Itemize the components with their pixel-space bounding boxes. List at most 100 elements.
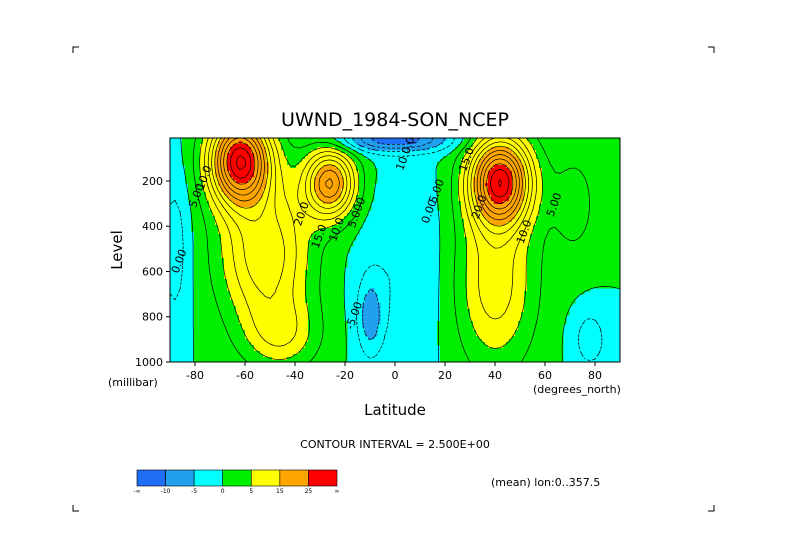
field-cell — [467, 237, 471, 241]
field-cell — [569, 186, 573, 190]
field-cell — [296, 141, 300, 145]
field-cell — [548, 186, 552, 190]
field-cell — [311, 162, 315, 166]
field-cell — [593, 252, 597, 256]
field-cell — [314, 240, 318, 244]
field-cell — [299, 222, 303, 226]
field-cell — [557, 219, 561, 223]
field-cell — [284, 198, 288, 202]
field-cell — [533, 195, 537, 199]
field-cell — [314, 162, 318, 166]
field-cell — [215, 183, 219, 187]
field-cell — [299, 174, 303, 178]
field-cell — [263, 171, 267, 175]
field-cell — [386, 138, 390, 142]
field-cell — [497, 234, 501, 238]
field-cell — [245, 186, 249, 190]
field-cell — [563, 141, 567, 145]
field-cell — [269, 258, 273, 262]
field-cell — [470, 246, 474, 250]
field-cell — [605, 219, 609, 223]
field-cell — [356, 177, 360, 181]
field-cell — [614, 243, 618, 247]
field-cell — [215, 228, 219, 232]
field-cell — [317, 165, 321, 169]
field-cell — [323, 171, 327, 175]
field-cell — [206, 174, 210, 178]
field-cell — [608, 252, 612, 256]
field-cell — [587, 225, 591, 229]
field-cell — [185, 168, 189, 172]
field-cell — [206, 213, 210, 217]
field-cell — [575, 240, 579, 244]
field-cell — [236, 207, 240, 211]
field-cell — [524, 162, 528, 166]
field-cell — [530, 219, 534, 223]
field-cell — [566, 162, 570, 166]
field-cell — [236, 258, 240, 262]
field-cell — [209, 186, 213, 190]
field-cell — [296, 165, 300, 169]
field-cell — [506, 168, 510, 172]
field-cell — [488, 198, 492, 202]
field-cell — [467, 213, 471, 217]
field-cell — [194, 144, 198, 148]
field-cell — [467, 225, 471, 229]
field-cell — [488, 246, 492, 250]
field-cell — [257, 219, 261, 223]
field-cell — [293, 207, 297, 211]
field-cell — [437, 201, 441, 205]
field-cell — [371, 141, 375, 145]
field-cell — [245, 249, 249, 253]
field-cell — [200, 240, 204, 244]
field-cell — [482, 240, 486, 244]
field-cell — [512, 240, 516, 244]
field-cell — [266, 201, 270, 205]
field-cell — [233, 246, 237, 250]
field-cell — [455, 228, 459, 232]
field-cell — [545, 168, 549, 172]
field-cell — [566, 195, 570, 199]
field-cell — [488, 171, 492, 175]
field-cell — [500, 216, 504, 220]
field-cell — [560, 174, 564, 178]
field-cell — [341, 243, 345, 247]
field-cell — [563, 228, 567, 232]
field-cell — [290, 261, 294, 265]
field-cell — [461, 234, 465, 238]
field-cell — [335, 162, 339, 166]
field-cell — [488, 219, 492, 223]
field-cell — [494, 183, 498, 187]
field-cell — [494, 177, 498, 181]
field-cell — [296, 156, 300, 160]
field-cell — [299, 240, 303, 244]
field-cell — [599, 147, 603, 151]
field-cell — [578, 144, 582, 148]
field-cell — [197, 210, 201, 214]
field-cell — [554, 207, 558, 211]
field-cell — [476, 210, 480, 214]
field-cell — [311, 153, 315, 157]
field-cell — [482, 138, 486, 142]
field-cell — [398, 138, 402, 142]
field-cell — [503, 192, 507, 196]
field-cell — [374, 168, 378, 172]
field-cell — [209, 216, 213, 220]
field-cell — [542, 204, 546, 208]
field-cell — [611, 252, 615, 256]
field-cell — [218, 156, 222, 160]
field-cell — [614, 249, 618, 253]
field-cell — [455, 207, 459, 211]
field-cell — [323, 174, 327, 178]
field-cell — [221, 213, 225, 217]
field-cell — [506, 222, 510, 226]
field-cell — [443, 186, 447, 190]
field-cell — [329, 207, 333, 211]
field-cell — [203, 207, 207, 211]
field-cell — [578, 258, 582, 262]
field-cell — [362, 183, 366, 187]
field-cell — [545, 213, 549, 217]
field-cell — [605, 240, 609, 244]
field-cell — [470, 255, 474, 259]
field-cell — [233, 171, 237, 175]
